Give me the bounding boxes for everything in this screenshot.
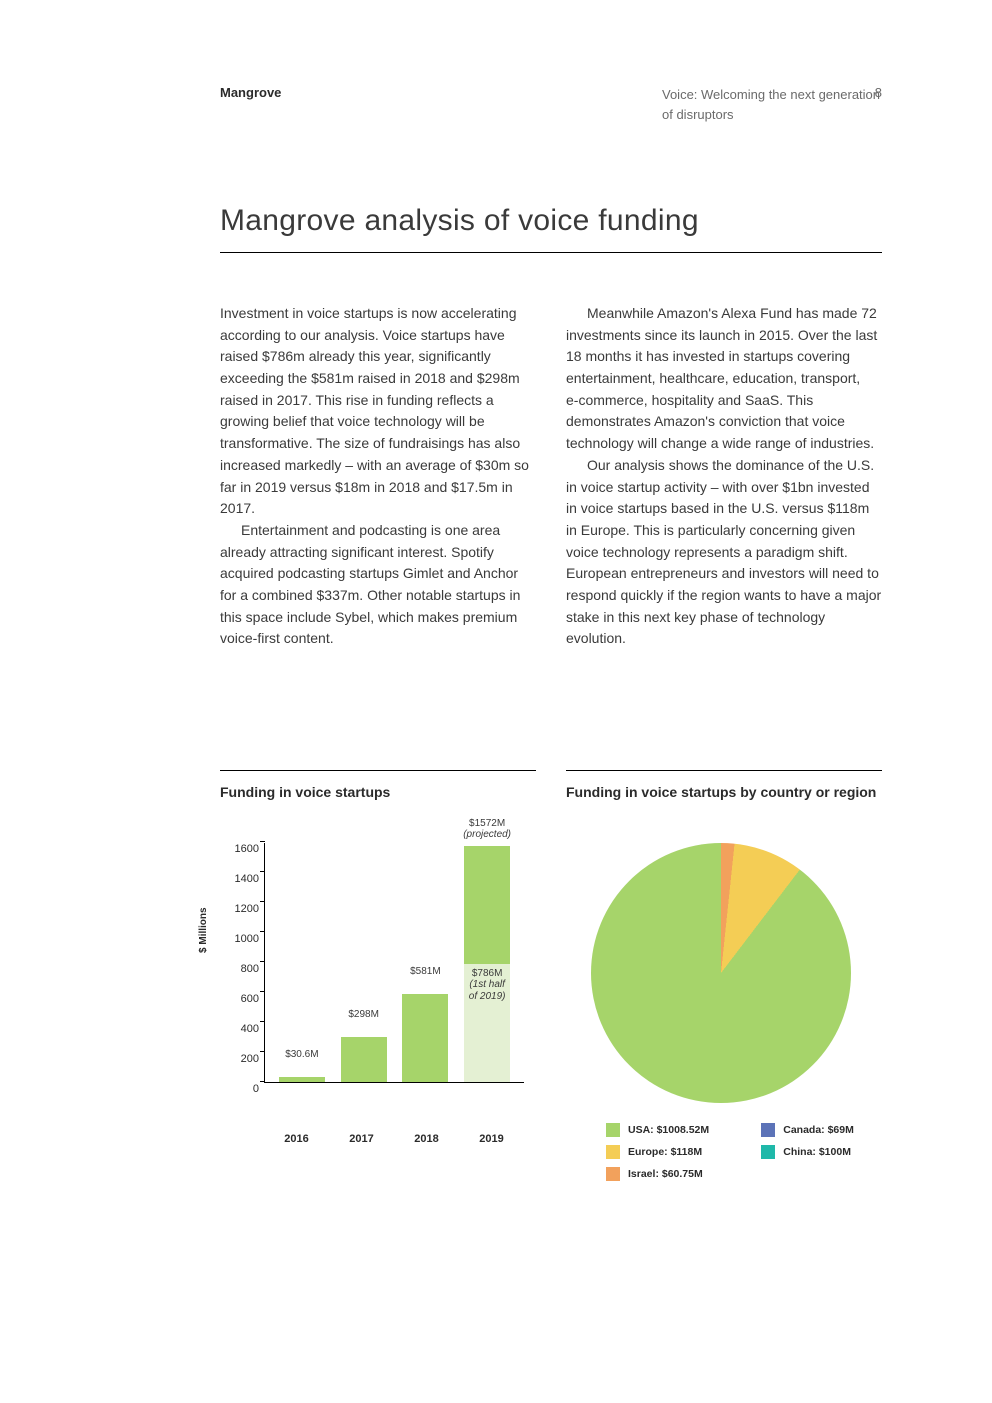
x-axis-labels: 2016 2017 2018 2019 (264, 1133, 524, 1145)
pie-chart-block: Funding in voice startups by country or … (566, 770, 882, 1181)
x-tick-label: 2019 (479, 1133, 503, 1145)
body-columns: Investment in voice startups is now acce… (220, 303, 882, 650)
y-tick-mark (260, 961, 265, 962)
bar: $298M (341, 1037, 387, 1082)
legend-swatch (761, 1123, 775, 1137)
document-title: Voice: Welcoming the next generation of … (662, 85, 882, 124)
bar-plot-area: $30.6M $298M $581M $1572M(projected) $786M(1… (264, 843, 524, 1083)
y-tick-label: 1600 (229, 843, 259, 855)
paragraph: Entertainment and podcasting is one area… (220, 520, 536, 650)
legend-item: China: $100M (761, 1145, 876, 1159)
bar: $30.6M (279, 1077, 325, 1082)
y-tick-mark (260, 841, 265, 842)
bar: $581M (402, 994, 448, 1081)
bars-area: $30.6M $298M $581M $1572M(projected) $786M(1… (265, 843, 524, 1082)
legend-swatch (606, 1145, 620, 1159)
page-header: Mangrove Voice: Welcoming the next gener… (220, 85, 882, 124)
y-tick-mark (260, 1081, 265, 1082)
paragraph: Our analysis shows the dominance of the … (566, 455, 882, 650)
y-axis-label: $ Millions (198, 907, 209, 953)
y-tick-mark (260, 931, 265, 932)
y-tick-mark (260, 871, 265, 872)
y-tick-label: 600 (229, 993, 259, 1005)
y-tick-label: 400 (229, 1023, 259, 1035)
bar-segment-projected: $1572M(projected) (464, 846, 510, 964)
y-tick-mark (260, 991, 265, 992)
x-tick-label: 2016 (284, 1133, 308, 1145)
y-tick-label: 200 (229, 1053, 259, 1065)
legend-label: China: $100M (783, 1146, 851, 1158)
y-tick-label: 800 (229, 963, 259, 975)
brand-name: Mangrove (220, 85, 281, 100)
pie-chart (591, 843, 851, 1103)
y-tick-mark (260, 1021, 265, 1022)
x-tick-label: 2017 (349, 1133, 373, 1145)
legend-item: USA: $1008.52M (606, 1123, 731, 1137)
bar-value-label: $786M(1st half of 2019) (466, 968, 508, 1003)
y-tick-label: 1400 (229, 873, 259, 885)
bar-value-label: $1572M(projected) (456, 818, 518, 841)
y-tick-mark (260, 1051, 265, 1052)
bar-stacked: $1572M(projected) $786M(1st half of 2019) (464, 846, 510, 1082)
paragraph: Meanwhile Amazon's Alexa Fund has made 7… (566, 303, 882, 455)
pie-chart-wrap: USA: $1008.52M Canada: $69M Europe: $118M C… (566, 843, 876, 1181)
y-tick-label: 1200 (229, 903, 259, 915)
bar-value-label: $298M (333, 1009, 395, 1021)
bar-chart-block: Funding in voice startups $ Millions $30… (220, 770, 536, 1181)
legend-swatch (606, 1123, 620, 1137)
pie-legend: USA: $1008.52M Canada: $69M Europe: $118M C… (566, 1123, 876, 1181)
legend-item: Canada: $69M (761, 1123, 876, 1137)
bar-segment-actual: $786M(1st half of 2019) (464, 964, 510, 1082)
column-left: Investment in voice startups is now acce… (220, 303, 536, 650)
paragraph: Investment in voice startups is now acce… (220, 303, 536, 520)
bar-value-label: $581M (394, 966, 456, 978)
page-number: 8 (875, 85, 882, 100)
legend-label: Israel: $60.75M (628, 1168, 703, 1180)
y-tick-mark (260, 901, 265, 902)
legend-item: Europe: $118M (606, 1145, 731, 1159)
legend-item: Israel: $60.75M (606, 1167, 731, 1181)
legend-label: Europe: $118M (628, 1146, 702, 1158)
y-tick-label: 0 (229, 1083, 259, 1095)
legend-label: Canada: $69M (783, 1124, 854, 1136)
y-tick-label: 1000 (229, 933, 259, 945)
charts-row: Funding in voice startups $ Millions $30… (220, 770, 882, 1181)
bar-value-label: $30.6M (271, 1049, 333, 1061)
bar-chart: $ Millions $30.6M$298M$581M$1572M(projec… (220, 843, 530, 1123)
legend-swatch (606, 1167, 620, 1181)
legend-label: USA: $1008.52M (628, 1124, 709, 1136)
legend-swatch (761, 1145, 775, 1159)
column-right: Meanwhile Amazon's Alexa Fund has made 7… (566, 303, 882, 650)
page-title: Mangrove analysis of voice funding (220, 204, 882, 253)
bar-chart-title: Funding in voice startups (220, 770, 536, 803)
pie-chart-title: Funding in voice startups by country or … (566, 770, 882, 803)
x-tick-label: 2018 (414, 1133, 438, 1145)
